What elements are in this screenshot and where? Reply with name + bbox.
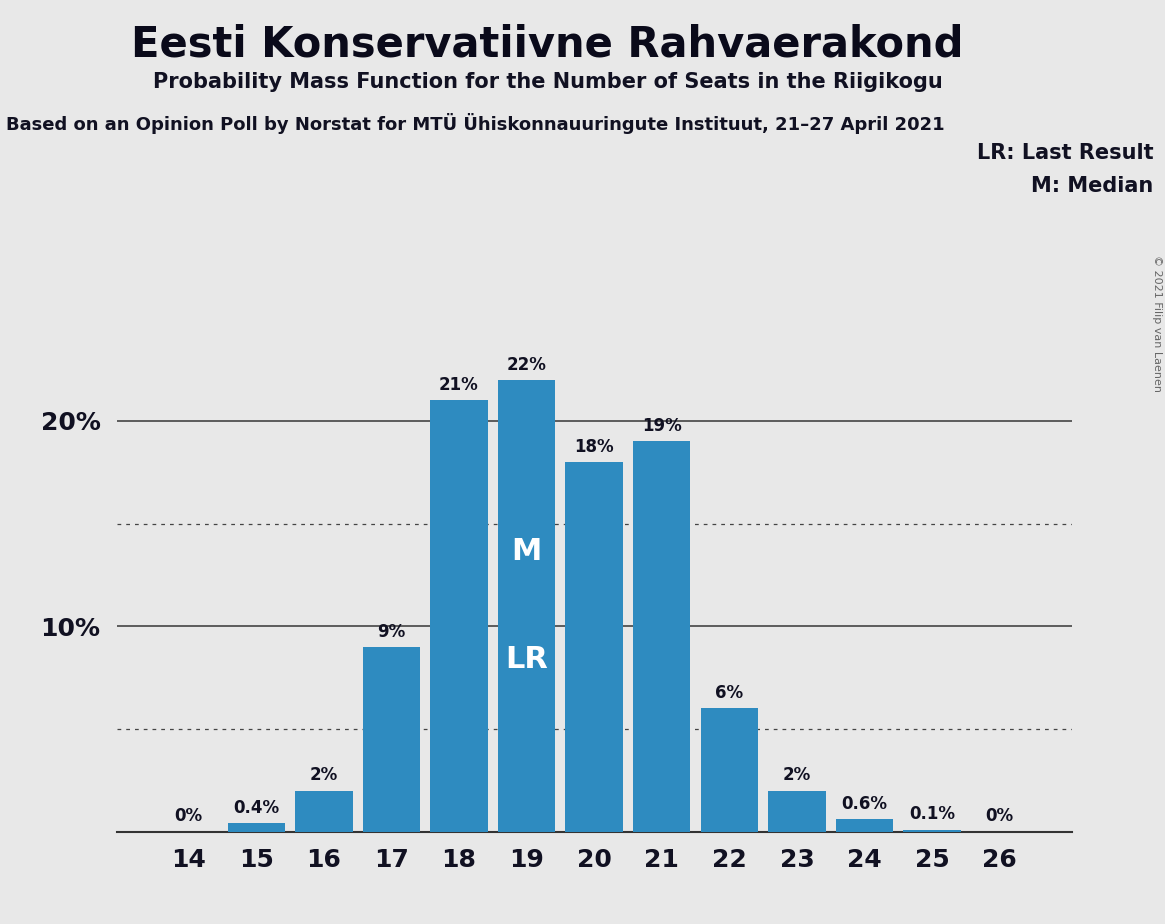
Bar [835, 820, 894, 832]
Bar [903, 830, 961, 832]
Text: 6%: 6% [715, 685, 743, 702]
Text: 21%: 21% [439, 376, 479, 395]
Text: 0.1%: 0.1% [909, 806, 955, 823]
Bar [295, 791, 353, 832]
Bar [700, 709, 758, 832]
Text: Based on an Opinion Poll by Norstat for MTÜ Ühiskonnauuringute Instituut, 21–27 : Based on an Opinion Poll by Norstat for … [6, 113, 945, 134]
Text: 0%: 0% [986, 808, 1014, 825]
Bar [497, 380, 556, 832]
Bar [227, 823, 285, 832]
Text: M: M [511, 537, 542, 566]
Text: 18%: 18% [574, 438, 614, 456]
Text: 19%: 19% [642, 418, 682, 435]
Bar [565, 462, 623, 832]
Bar [430, 400, 488, 832]
Bar [633, 442, 691, 832]
Bar [768, 791, 826, 832]
Text: Eesti Konservatiivne Rahvaerakond: Eesti Konservatiivne Rahvaerakond [132, 23, 963, 65]
Text: M: Median: M: Median [1031, 176, 1153, 196]
Text: 2%: 2% [310, 766, 338, 784]
Text: 9%: 9% [377, 623, 405, 640]
Text: 0.4%: 0.4% [233, 799, 280, 817]
Text: 22%: 22% [507, 356, 546, 373]
Text: LR: Last Result: LR: Last Result [976, 143, 1153, 164]
Text: © 2021 Filip van Laenen: © 2021 Filip van Laenen [1152, 255, 1162, 392]
Bar [362, 647, 421, 832]
Text: Probability Mass Function for the Number of Seats in the Riigikogu: Probability Mass Function for the Number… [153, 72, 942, 92]
Text: 2%: 2% [783, 766, 811, 784]
Text: LR: LR [506, 646, 548, 675]
Text: 0%: 0% [175, 808, 203, 825]
Text: 0.6%: 0.6% [841, 796, 888, 813]
